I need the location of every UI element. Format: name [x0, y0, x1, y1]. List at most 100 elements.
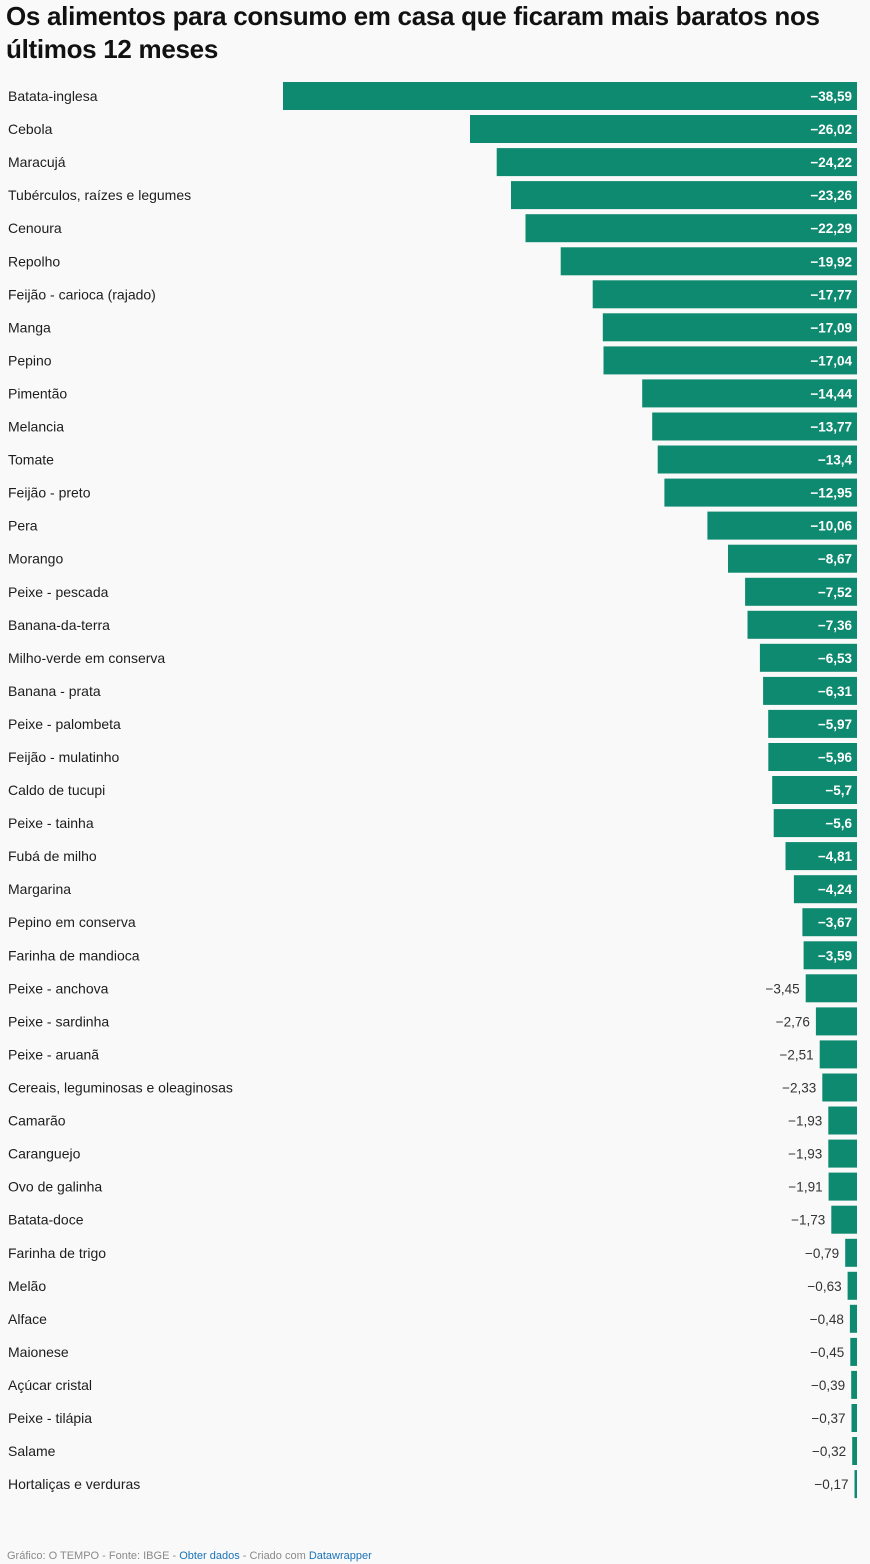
category-label: Pepino — [8, 352, 52, 368]
value-label: −0,39 — [811, 1378, 845, 1393]
category-label: Peixe - tilápia — [8, 1410, 92, 1426]
category-label: Caldo de tucupi — [8, 782, 105, 798]
category-label: Melão — [8, 1278, 46, 1294]
category-label: Pera — [8, 518, 38, 534]
value-label: −0,63 — [807, 1279, 841, 1294]
value-label: −17,09 — [810, 320, 852, 335]
category-label: Maracujá — [8, 154, 66, 170]
bar — [470, 115, 857, 143]
value-label: −0,48 — [810, 1312, 844, 1327]
category-label: Repolho — [8, 253, 60, 269]
value-label: −2,76 — [776, 1014, 810, 1029]
category-label: Hortaliças e verduras — [8, 1476, 140, 1492]
bar — [831, 1205, 857, 1234]
category-label: Cenoura — [8, 220, 62, 236]
bar — [664, 478, 857, 507]
category-label: Pepino em conserva — [8, 914, 136, 930]
bar — [747, 610, 857, 639]
category-label: Feijão - mulatinho — [8, 749, 119, 765]
value-label: −0,45 — [810, 1345, 844, 1360]
value-label: −3,45 — [766, 981, 800, 996]
category-label: Melancia — [8, 419, 64, 435]
category-label: Alface — [8, 1311, 47, 1327]
category-label: Farinha de mandioca — [8, 947, 140, 963]
category-label: Batata-doce — [8, 1212, 84, 1228]
value-label: −7,52 — [818, 585, 852, 600]
bar — [803, 941, 857, 970]
chart-title: Os alimentos para consumo em casa que fi… — [6, 1, 820, 64]
category-label: Banana - prata — [8, 683, 101, 699]
bar — [768, 743, 857, 771]
bar — [854, 1470, 857, 1499]
value-label: −4,24 — [818, 882, 853, 897]
value-label: −0,17 — [814, 1477, 848, 1492]
bar — [525, 214, 857, 243]
bar — [849, 1304, 857, 1333]
category-label: Salame — [8, 1443, 56, 1459]
category-label: Açúcar cristal — [8, 1377, 92, 1393]
category-label: Batata-inglesa — [8, 88, 98, 104]
category-label: Peixe - pescada — [8, 584, 109, 600]
bar — [805, 974, 857, 1003]
bar — [642, 379, 857, 408]
bar — [802, 908, 857, 937]
bar — [759, 643, 857, 672]
bar — [511, 181, 857, 210]
bar — [560, 247, 857, 276]
value-label: −13,4 — [818, 453, 853, 468]
get-data-link[interactable]: Obter dados — [179, 1550, 240, 1562]
value-label: −2,51 — [780, 1047, 814, 1062]
chart-footer: Gráfico: O TEMPO - Fonte: IBGE - Obter d… — [7, 1550, 372, 1562]
bar — [828, 1106, 857, 1135]
value-label: −8,67 — [818, 552, 852, 567]
footer-created-with: Criado com — [249, 1550, 309, 1562]
bar — [283, 82, 857, 110]
value-label: −19,92 — [810, 254, 852, 269]
category-label: Milho-verde em conserva — [8, 650, 165, 666]
value-label: −5,6 — [825, 816, 852, 831]
footer-source: Fonte: IBGE — [108, 1550, 170, 1562]
bar — [793, 875, 857, 904]
bar — [652, 412, 857, 441]
datawrapper-link[interactable]: Datawrapper — [308, 1550, 372, 1562]
value-label: −5,97 — [818, 717, 852, 732]
bar — [851, 1370, 857, 1399]
value-label: −7,36 — [818, 618, 853, 633]
bar — [819, 1040, 857, 1069]
bar — [773, 809, 857, 838]
category-label: Margarina — [8, 881, 71, 897]
bar — [847, 1271, 857, 1300]
category-label: Peixe - anchova — [8, 980, 109, 996]
value-label: −0,37 — [811, 1411, 845, 1426]
value-label: −13,77 — [810, 420, 852, 435]
bar — [772, 776, 857, 804]
value-label: −23,26 — [810, 188, 852, 203]
value-label: −17,77 — [810, 287, 852, 302]
category-label: Maionese — [8, 1344, 69, 1360]
bar — [815, 1007, 857, 1036]
bar — [785, 842, 857, 871]
bar — [707, 511, 857, 540]
footer-separator: - — [99, 1550, 109, 1562]
category-label: Morango — [8, 551, 63, 567]
value-label: −17,04 — [810, 353, 852, 368]
value-label: −6,53 — [818, 651, 853, 666]
category-label: Peixe - sardinha — [8, 1013, 109, 1029]
bar — [822, 1073, 857, 1102]
category-label: Cereais, leguminosas e oleaginosas — [8, 1080, 233, 1096]
bar — [768, 709, 857, 738]
footer-credit: Gráfico: O TEMPO — [7, 1550, 100, 1562]
footer-separator: - — [239, 1550, 250, 1562]
value-label: −0,79 — [805, 1246, 839, 1261]
bar — [763, 676, 857, 705]
value-label: −1,93 — [788, 1147, 822, 1162]
value-label: −10,06 — [810, 519, 852, 534]
bar — [851, 1404, 857, 1432]
category-label: Peixe - palombeta — [8, 716, 121, 732]
category-label: Fubá de milho — [8, 848, 97, 864]
bar — [828, 1172, 857, 1201]
bar — [603, 346, 857, 375]
bar — [850, 1337, 857, 1366]
category-label: Peixe - tainha — [8, 815, 94, 831]
